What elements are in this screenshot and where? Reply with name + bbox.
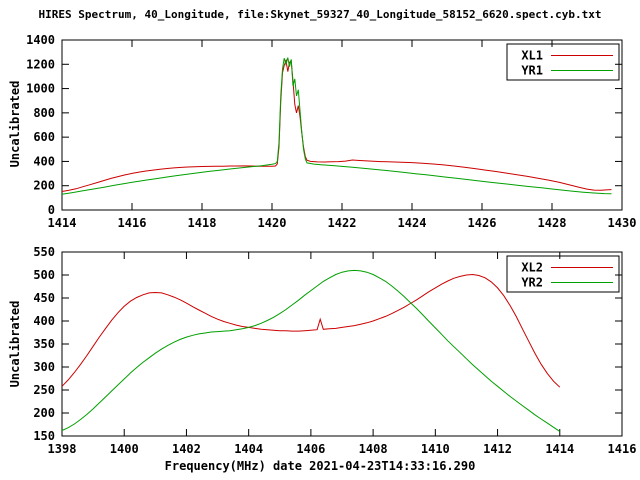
x-tick-label: 1398 bbox=[48, 442, 77, 456]
series-line-XL2 bbox=[61, 273, 561, 388]
legend-box bbox=[506, 43, 620, 81]
y-tick-label: 1000 bbox=[26, 82, 55, 96]
x-tick-label: 1410 bbox=[421, 442, 450, 456]
x-tick-label: 1420 bbox=[258, 216, 287, 230]
y-tick-label: 600 bbox=[33, 130, 55, 144]
x-tick-label: 1414 bbox=[545, 442, 574, 456]
x-tick-label: 1426 bbox=[468, 216, 497, 230]
y-tick-label: 450 bbox=[33, 291, 55, 305]
x-tick-label: 1408 bbox=[359, 442, 388, 456]
x-tick-label: 1412 bbox=[483, 442, 512, 456]
legend-label-XL2: XL2 bbox=[521, 261, 543, 275]
y-tick-label: 400 bbox=[33, 314, 55, 328]
bottom-spectrum-chart: 1398 1400 1402 1404 1406 1408 1410 1412 1414 1416… bbox=[33, 245, 637, 456]
x-tick-label: 1414 bbox=[48, 216, 77, 230]
series-line-YR2 bbox=[61, 269, 561, 432]
series-line-YR1 bbox=[61, 57, 612, 195]
top-spectrum-chart: 1414 1416 1418 1420 1422 1424 1426 1428 1430 0 200… bbox=[26, 33, 637, 230]
legend-label-YR2: YR2 bbox=[521, 276, 543, 290]
y-tick-label: 300 bbox=[33, 360, 55, 374]
y-tick-label: 250 bbox=[33, 383, 55, 397]
y-tick-label: 1200 bbox=[26, 57, 55, 71]
x-tick-label: 1404 bbox=[234, 442, 263, 456]
y-tick-label: 500 bbox=[33, 268, 55, 282]
x-tick-label: 1400 bbox=[110, 442, 139, 456]
y-tick-label: 150 bbox=[33, 429, 55, 443]
x-tick-label: 1416 bbox=[608, 442, 637, 456]
series-line-XL1 bbox=[61, 58, 612, 192]
y-tick-label: 200 bbox=[33, 179, 55, 193]
x-tick-label: 1424 bbox=[398, 216, 427, 230]
y-tick-label: 0 bbox=[48, 203, 55, 217]
legend-label-YR1: YR1 bbox=[521, 64, 543, 78]
x-tick-label: 1416 bbox=[118, 216, 147, 230]
x-axis-label: Frequency(MHz) date 2021-04-23T14:33:16.… bbox=[164, 459, 476, 473]
chart-title: HIRES Spectrum, 40_Longitude, file:Skyne… bbox=[38, 8, 602, 21]
y-tick-label: 800 bbox=[33, 106, 55, 120]
y-tick-label: 550 bbox=[33, 245, 55, 259]
x-tick-label: 1422 bbox=[328, 216, 357, 230]
y-tick-label: 200 bbox=[33, 406, 55, 420]
x-tick-label: 1406 bbox=[296, 442, 325, 456]
x-tick-label: 1428 bbox=[538, 216, 567, 230]
y-tick-label: 400 bbox=[33, 154, 55, 168]
legend-box bbox=[506, 255, 620, 293]
legend-label-XL1: XL1 bbox=[521, 49, 543, 63]
y-tick-label: 1400 bbox=[26, 33, 55, 47]
x-tick-label: 1430 bbox=[608, 216, 637, 230]
y-tick-label: 350 bbox=[33, 337, 55, 351]
x-tick-label: 1402 bbox=[172, 442, 201, 456]
x-tick-label: 1418 bbox=[188, 216, 217, 230]
